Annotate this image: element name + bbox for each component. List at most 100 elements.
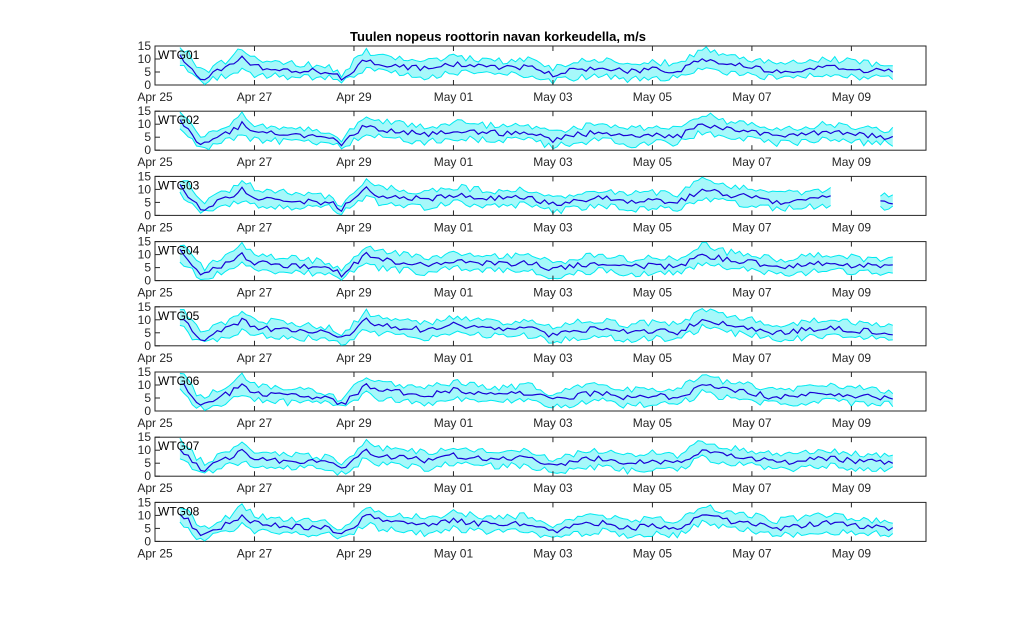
y-tick-label: 10 [138,313,152,327]
mean-series-line [179,54,894,81]
panel-label: WTG08 [158,504,200,518]
y-tick-label: 10 [138,508,152,522]
max-series-line [179,372,894,402]
x-tick-label: May 07 [732,351,772,365]
min-series-line [179,261,893,281]
x-tick-label: Apr 27 [237,416,273,430]
x-tick-label: May 03 [533,155,573,169]
x-tick-label: Apr 27 [237,546,273,560]
y-tick-label: 15 [138,365,152,379]
min-series-line [179,65,894,85]
x-tick-label: Apr 27 [237,481,273,495]
x-tick-label: May 03 [533,546,573,560]
x-tick-label: Apr 25 [137,155,173,169]
x-tick-label: May 09 [832,155,872,169]
y-tick-label: 5 [144,391,151,405]
min-series-line [880,205,894,211]
max-series-line [179,46,893,79]
mean-series-line [179,382,893,406]
x-tick-label: May 05 [633,546,673,560]
y-tick-label: 0 [144,143,151,157]
mean-series-line [179,183,831,213]
y-tick-label: 10 [138,52,152,66]
x-tick-label: Apr 29 [336,546,372,560]
y-tick-label: 15 [138,104,152,118]
x-tick-label: May 05 [633,155,673,169]
x-tick-label: Apr 25 [137,416,173,430]
x-tick-label: May 09 [832,481,872,495]
y-tick-label: 10 [138,117,152,131]
x-tick-label: May 05 [633,481,673,495]
y-tick-label: 0 [144,78,151,92]
panel-label: WTG07 [158,439,200,453]
x-tick-label: May 09 [832,90,872,104]
x-tick-label: May 05 [633,416,673,430]
x-tick-label: May 01 [434,481,474,495]
panel-label: WTG05 [158,309,200,323]
y-tick-label: 10 [138,248,152,262]
min-series-line [179,388,894,411]
x-tick-label: May 07 [732,90,772,104]
axes-frame [154,45,927,86]
panel-label: WTG06 [158,374,200,388]
y-tick-label: 10 [138,378,152,392]
mean-series-line [179,119,894,147]
x-tick-label: May 03 [533,220,573,234]
x-tick-label: May 01 [434,286,474,300]
min-series-line [179,191,831,216]
x-tick-label: Apr 29 [336,220,372,234]
x-tick-label: Apr 29 [336,155,372,169]
x-tick-label: May 03 [533,90,573,104]
x-tick-label: May 09 [832,416,872,430]
x-tick-label: Apr 27 [237,220,273,234]
x-tick-label: Apr 29 [336,481,372,495]
y-tick-label: 15 [138,300,152,314]
min-series-line [179,323,893,346]
series-group [179,503,894,542]
mean-series-line [179,317,893,342]
x-tick-label: Apr 29 [336,286,372,300]
x-tick-label: May 01 [434,220,474,234]
y-tick-label: 5 [144,521,151,535]
x-tick-label: May 05 [633,351,673,365]
mean-series-line [179,513,894,537]
panel-label: WTG03 [158,178,200,192]
y-tick-label: 0 [144,469,151,483]
x-tick-label: May 01 [434,546,474,560]
y-tick-label: 0 [144,339,151,353]
series-group [179,111,894,151]
x-tick-label: Apr 25 [137,546,173,560]
x-tick-label: May 05 [633,90,673,104]
y-tick-label: 15 [138,495,152,509]
y-tick-label: 5 [144,195,151,209]
min-series-line [179,519,894,542]
y-tick-label: 0 [144,404,151,418]
x-tick-label: Apr 29 [336,416,372,430]
series-group [179,308,893,346]
min-series-line [179,128,894,151]
axes-frame [154,241,927,282]
mean-series-line [179,448,894,472]
x-tick-label: May 09 [832,286,872,300]
y-tick-label: 5 [144,326,151,340]
y-tick-label: 5 [144,130,151,144]
x-tick-label: May 07 [732,155,772,169]
x-tick-label: May 07 [732,220,772,234]
mean-series-line [179,248,893,278]
x-tick-label: Apr 27 [237,286,273,300]
panel-label: WTG02 [158,113,200,127]
y-tick-label: 5 [144,65,151,79]
range-band [179,503,893,541]
figure-title: Tuulen nopeus roottorin navan korkeudell… [350,29,646,44]
axes-frame [154,306,927,347]
max-series-line [179,503,893,531]
x-tick-label: May 03 [533,286,573,300]
x-tick-label: May 03 [533,351,573,365]
range-band [179,242,893,281]
x-tick-label: May 07 [732,546,772,560]
